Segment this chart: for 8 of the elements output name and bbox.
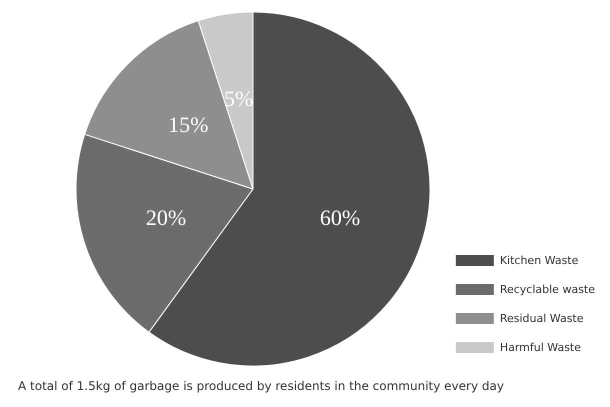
legend-label: Kitchen Waste	[500, 254, 579, 267]
legend-label: Recyclable waste	[500, 283, 596, 296]
legend-label: Residual Waste	[500, 312, 584, 325]
data-label: 60%	[320, 204, 360, 230]
text: A total of 1.5kg of garbage is produced by residents in the community every day	[18, 379, 504, 393]
legend-label: Harmful Waste	[500, 341, 582, 354]
data-label: 15%	[168, 112, 208, 137]
data-label: 20%	[146, 204, 186, 230]
